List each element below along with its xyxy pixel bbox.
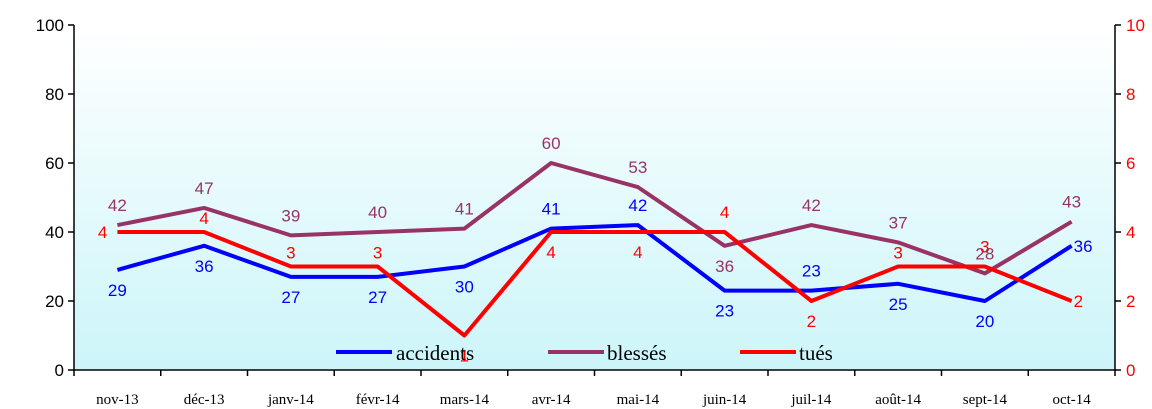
data-label-tués: 3 bbox=[893, 244, 902, 263]
data-label-tués: 2 bbox=[807, 312, 816, 331]
right-tick-label: 2 bbox=[1126, 292, 1135, 311]
x-tick-label: déc-13 bbox=[184, 392, 225, 408]
data-label-tués: 4 bbox=[199, 209, 208, 228]
left-tick-label: 60 bbox=[45, 154, 64, 173]
x-tick-label: févr-14 bbox=[356, 392, 400, 408]
data-label-accidents: 42 bbox=[628, 196, 647, 215]
data-label-accidents: 41 bbox=[542, 200, 561, 219]
data-label-blessés: 28 bbox=[975, 244, 994, 263]
x-tick-label: janv-14 bbox=[267, 392, 314, 408]
data-label-blessés: 40 bbox=[368, 203, 387, 222]
data-label-tués: 4 bbox=[546, 243, 555, 262]
data-label-blessés: 36 bbox=[715, 257, 734, 276]
left-tick-label: 0 bbox=[55, 361, 64, 380]
data-label-blessés: 47 bbox=[195, 179, 214, 198]
right-tick-label: 0 bbox=[1126, 361, 1135, 380]
data-label-accidents: 23 bbox=[715, 302, 734, 321]
data-label-tués: 3 bbox=[373, 244, 382, 263]
x-tick-label: nov-13 bbox=[96, 392, 139, 408]
data-label-accidents: 23 bbox=[802, 262, 821, 281]
data-label-blessés: 42 bbox=[802, 196, 821, 215]
data-label-accidents: 30 bbox=[455, 278, 474, 297]
data-label-tués: 3 bbox=[286, 244, 295, 263]
legend-label-tués: tués bbox=[799, 341, 833, 365]
right-tick-label: 8 bbox=[1126, 85, 1135, 104]
x-tick-label: mars-14 bbox=[440, 392, 490, 408]
series-line-blessés bbox=[117, 161, 1073, 276]
data-label-accidents: 36 bbox=[1074, 237, 1093, 256]
data-label-accidents: 27 bbox=[368, 288, 387, 307]
data-label-tués: 4 bbox=[720, 203, 729, 222]
left-tick-label: 80 bbox=[45, 85, 64, 104]
x-tick-label: sept-14 bbox=[963, 392, 1008, 408]
plot-area bbox=[74, 25, 1115, 370]
right-tick-label: 10 bbox=[1126, 16, 1145, 35]
right-tick-label: 4 bbox=[1126, 223, 1135, 242]
x-tick-label: avr-14 bbox=[532, 392, 571, 408]
data-label-accidents: 36 bbox=[195, 257, 214, 276]
data-label-tués: 2 bbox=[1074, 292, 1083, 311]
series-line-accidents bbox=[116, 223, 1073, 303]
data-label-tués: 4 bbox=[633, 243, 642, 262]
data-label-blessés: 41 bbox=[455, 200, 474, 219]
left-tick-label: 20 bbox=[45, 292, 64, 311]
data-label-tués: 3 bbox=[980, 238, 989, 257]
data-label-blessés: 42 bbox=[108, 196, 127, 215]
left-tick-label: 100 bbox=[36, 16, 64, 35]
left-tick-label: 40 bbox=[45, 223, 64, 242]
x-tick-label: août-14 bbox=[875, 392, 921, 408]
right-tick-label: 6 bbox=[1126, 154, 1135, 173]
data-label-blessés: 39 bbox=[281, 206, 300, 225]
data-label-blessés: 60 bbox=[542, 134, 561, 153]
series-line-tués bbox=[117, 230, 1073, 338]
data-label-blessés: 37 bbox=[889, 213, 908, 232]
x-tick-label: juin-14 bbox=[702, 392, 747, 408]
x-tick-label: oct-14 bbox=[1052, 392, 1091, 408]
x-tick-label: mai-14 bbox=[617, 392, 660, 408]
data-label-blessés: 43 bbox=[1062, 193, 1081, 212]
data-label-tués: 1 bbox=[460, 347, 469, 366]
data-label-accidents: 29 bbox=[108, 281, 127, 300]
legend-label-blessés: blessés bbox=[607, 341, 667, 365]
data-label-accidents: 27 bbox=[281, 288, 300, 307]
legend-label-accidents: accidents bbox=[396, 341, 474, 365]
data-label-accidents: 20 bbox=[975, 312, 994, 331]
x-tick-label: juil-14 bbox=[790, 392, 831, 408]
data-label-tués: 4 bbox=[98, 223, 107, 242]
data-label-blessés: 53 bbox=[628, 158, 647, 177]
data-label-accidents: 25 bbox=[889, 295, 908, 314]
